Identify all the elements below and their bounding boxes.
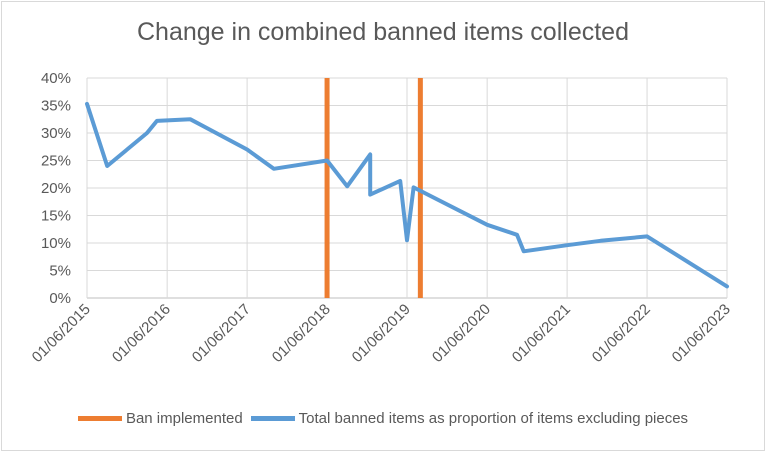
x-tick-label: 01/06/2021 bbox=[509, 301, 574, 366]
legend-swatch-ban bbox=[77, 416, 122, 421]
legend-item-total: Total banned items as proportion of item… bbox=[250, 410, 689, 427]
x-tick-label: 01/06/2015 bbox=[29, 301, 94, 366]
legend-label-ban: Ban implemented bbox=[125, 410, 243, 427]
y-tick-label: 40% bbox=[41, 70, 71, 87]
x-tick-label: 01/06/2017 bbox=[189, 301, 254, 366]
x-tick-label: 01/06/2016 bbox=[109, 301, 174, 366]
x-tick-label: 01/06/2019 bbox=[349, 301, 414, 366]
x-tick-label: 01/06/2020 bbox=[429, 301, 494, 366]
x-tick-label: 01/06/2022 bbox=[589, 301, 654, 366]
legend-swatch-total bbox=[250, 416, 295, 421]
y-tick-label: 25% bbox=[41, 153, 71, 170]
legend-label-total: Total banned items as proportion of item… bbox=[298, 410, 689, 427]
legend-item-ban: Ban implemented bbox=[77, 410, 243, 427]
y-tick-label: 15% bbox=[41, 208, 71, 225]
chart-title: Change in combined banned items collecte… bbox=[137, 18, 629, 46]
y-tick-label: 30% bbox=[41, 125, 71, 142]
x-tick-label: 01/06/2018 bbox=[269, 301, 334, 366]
series-line-total-banned bbox=[85, 101, 729, 289]
legend: Ban implemented Total banned items as pr… bbox=[0, 410, 766, 427]
x-tick-label: 01/06/2023 bbox=[669, 301, 734, 366]
y-tick-label: 10% bbox=[41, 235, 71, 252]
y-tick-label: 35% bbox=[41, 98, 71, 115]
y-tick-label: 20% bbox=[41, 180, 71, 197]
y-tick-label: 0% bbox=[49, 290, 71, 307]
y-tick-label: 5% bbox=[49, 263, 71, 280]
